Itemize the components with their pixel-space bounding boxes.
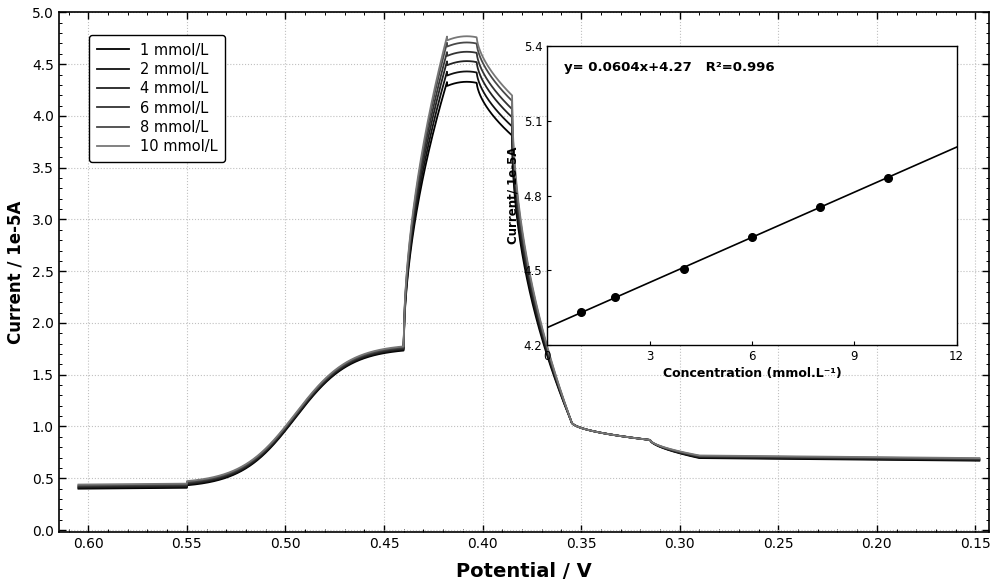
- 8 mmol/L: [501, 92, 513, 99]
- 4 mmol/L: [501, 109, 513, 116]
- 2 mmol/L: [451, 69, 463, 76]
- 10 mmol/L: [901, 454, 913, 461]
- 6 mmol/L: [727, 453, 739, 460]
- 2 mmol/L: [727, 455, 739, 462]
- 10 mmol/L: [973, 455, 985, 462]
- 2 mmol/L: [501, 118, 513, 125]
- Y-axis label: Current / 1e-5A: Current / 1e-5A: [7, 201, 25, 344]
- Line: 10 mmol/L: 10 mmol/L: [78, 36, 979, 485]
- 1 mmol/L: [458, 78, 470, 85]
- Line: 4 mmol/L: 4 mmol/L: [78, 61, 979, 487]
- 1 mmol/L: [973, 457, 985, 464]
- Line: 2 mmol/L: 2 mmol/L: [78, 72, 979, 488]
- 1 mmol/L: [72, 485, 84, 492]
- 6 mmol/L: [72, 483, 84, 490]
- 1 mmol/L: [461, 78, 473, 85]
- 10 mmol/L: [461, 33, 473, 40]
- 6 mmol/L: [458, 48, 470, 55]
- 4 mmol/L: [72, 483, 84, 490]
- 1 mmol/L: [946, 457, 958, 464]
- 1 mmol/L: [727, 455, 739, 462]
- 2 mmol/L: [901, 456, 913, 463]
- Line: 6 mmol/L: 6 mmol/L: [78, 52, 979, 486]
- 8 mmol/L: [72, 482, 84, 489]
- Line: 8 mmol/L: 8 mmol/L: [78, 42, 979, 485]
- 10 mmol/L: [946, 455, 958, 462]
- 2 mmol/L: [973, 457, 985, 464]
- 8 mmol/L: [946, 455, 958, 462]
- 8 mmol/L: [461, 39, 473, 46]
- 4 mmol/L: [451, 59, 463, 66]
- 1 mmol/L: [451, 79, 463, 86]
- 8 mmol/L: [901, 455, 913, 462]
- 2 mmol/L: [461, 68, 473, 75]
- 6 mmol/L: [451, 49, 463, 56]
- Line: 1 mmol/L: 1 mmol/L: [78, 82, 979, 489]
- 2 mmol/L: [458, 68, 470, 75]
- 4 mmol/L: [973, 456, 985, 463]
- Legend: 1 mmol/L, 2 mmol/L, 4 mmol/L, 6 mmol/L, 8 mmol/L, 10 mmol/L: 1 mmol/L, 2 mmol/L, 4 mmol/L, 6 mmol/L, …: [89, 35, 225, 162]
- 8 mmol/L: [973, 455, 985, 462]
- 8 mmol/L: [451, 40, 463, 47]
- 10 mmol/L: [72, 481, 84, 488]
- 2 mmol/L: [72, 485, 84, 492]
- 6 mmol/L: [461, 48, 473, 55]
- 1 mmol/L: [501, 127, 513, 134]
- 4 mmol/L: [946, 456, 958, 463]
- 8 mmol/L: [458, 39, 470, 46]
- 6 mmol/L: [501, 100, 513, 107]
- 6 mmol/L: [901, 455, 913, 462]
- 6 mmol/L: [946, 455, 958, 462]
- 6 mmol/L: [973, 456, 985, 463]
- 8 mmol/L: [727, 453, 739, 460]
- 10 mmol/L: [451, 34, 463, 41]
- X-axis label: Potential / V: Potential / V: [456, 562, 592, 581]
- 10 mmol/L: [501, 86, 513, 93]
- 10 mmol/L: [458, 33, 470, 40]
- 10 mmol/L: [727, 452, 739, 459]
- 4 mmol/L: [461, 58, 473, 65]
- 4 mmol/L: [901, 456, 913, 463]
- 4 mmol/L: [458, 58, 470, 65]
- 2 mmol/L: [946, 456, 958, 463]
- 4 mmol/L: [727, 454, 739, 461]
- 1 mmol/L: [901, 456, 913, 463]
